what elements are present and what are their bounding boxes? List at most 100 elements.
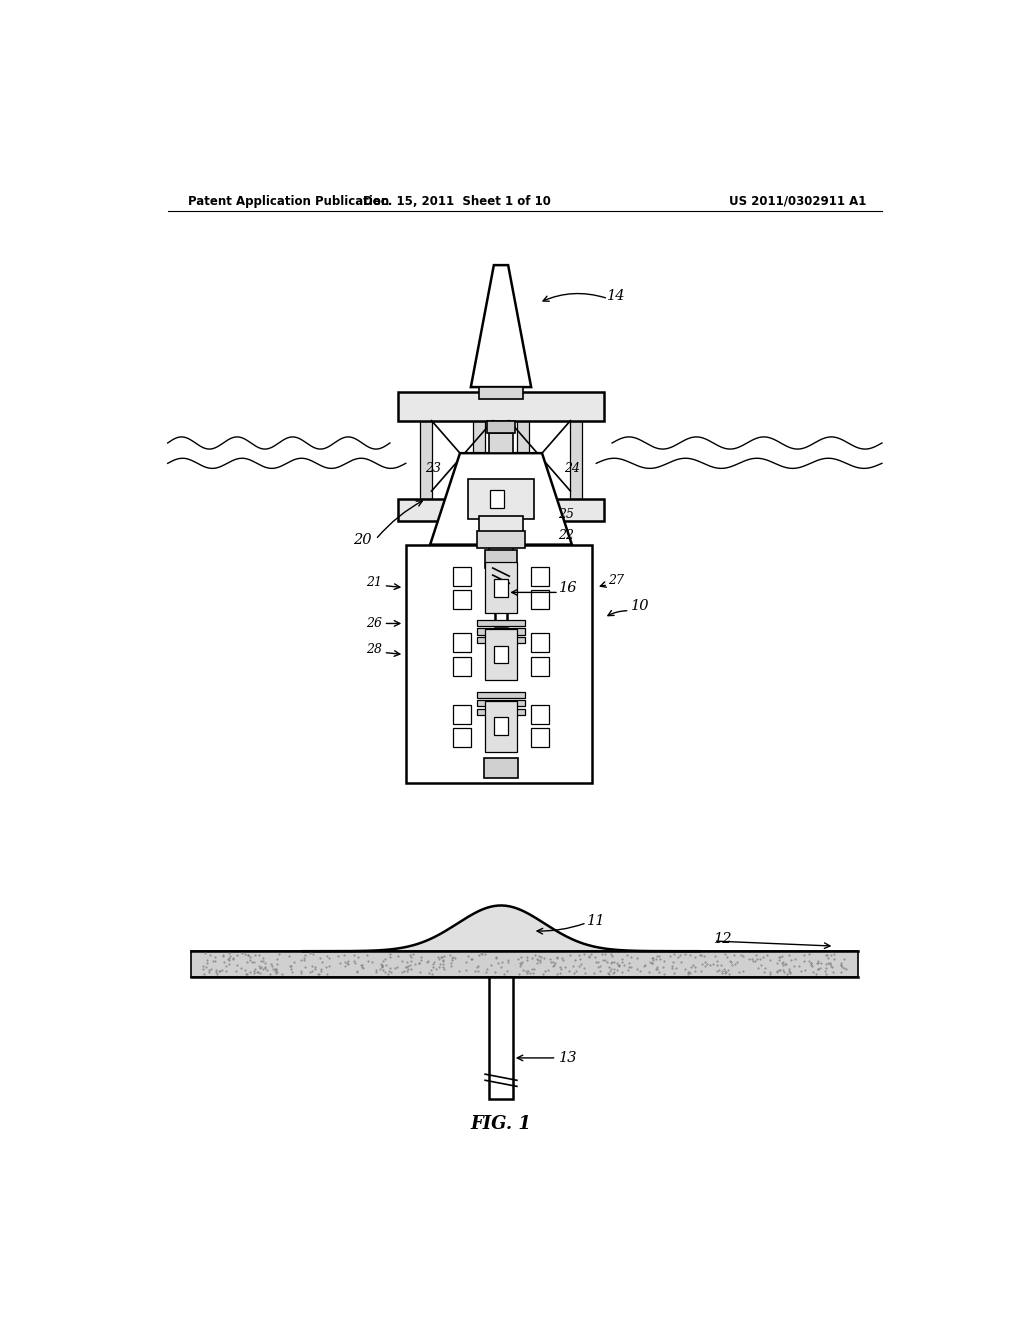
Point bbox=[759, 944, 775, 965]
Point bbox=[776, 961, 793, 982]
Text: Dec. 15, 2011  Sheet 1 of 10: Dec. 15, 2011 Sheet 1 of 10 bbox=[364, 194, 551, 207]
Point bbox=[312, 958, 329, 979]
Point bbox=[487, 946, 504, 968]
Bar bbox=[473, 421, 484, 499]
Point bbox=[377, 961, 393, 982]
Point bbox=[597, 949, 613, 970]
Point bbox=[655, 950, 672, 972]
Point bbox=[495, 952, 511, 973]
Point bbox=[199, 953, 215, 974]
Point bbox=[528, 948, 545, 969]
Point bbox=[269, 953, 286, 974]
Point bbox=[662, 945, 678, 966]
Bar bbox=[406, 545, 592, 784]
Point bbox=[723, 952, 739, 973]
Point bbox=[717, 962, 733, 983]
Point bbox=[451, 961, 467, 982]
Point bbox=[463, 949, 479, 970]
Point bbox=[714, 954, 730, 975]
Bar bbox=[454, 656, 471, 676]
Bar bbox=[495, 521, 507, 626]
Point bbox=[238, 964, 254, 985]
Point bbox=[774, 945, 791, 966]
Bar bbox=[454, 590, 471, 609]
Point bbox=[706, 953, 722, 974]
Point bbox=[526, 958, 543, 979]
Point bbox=[666, 952, 682, 973]
Point bbox=[389, 946, 406, 968]
Point bbox=[796, 945, 812, 966]
Bar bbox=[494, 717, 508, 735]
Point bbox=[610, 954, 627, 975]
Point bbox=[368, 961, 384, 982]
Point bbox=[570, 956, 587, 977]
Point bbox=[198, 942, 214, 964]
Text: FIG. 1: FIG. 1 bbox=[471, 1115, 531, 1133]
Point bbox=[531, 945, 548, 966]
Bar bbox=[477, 620, 524, 626]
Point bbox=[497, 964, 513, 985]
Point bbox=[727, 953, 743, 974]
Point bbox=[310, 964, 327, 985]
Point bbox=[772, 960, 788, 981]
Point bbox=[411, 953, 427, 974]
Point bbox=[575, 958, 592, 979]
Point bbox=[377, 949, 393, 970]
Point bbox=[208, 960, 224, 981]
Point bbox=[332, 952, 348, 973]
Point bbox=[304, 960, 321, 981]
Point bbox=[615, 954, 632, 975]
Point bbox=[781, 945, 798, 966]
Point bbox=[195, 958, 211, 979]
Point bbox=[523, 958, 540, 979]
Point bbox=[269, 961, 286, 982]
Point bbox=[246, 952, 262, 973]
Point bbox=[823, 956, 840, 977]
Point bbox=[352, 954, 369, 975]
Point bbox=[677, 958, 693, 979]
Point bbox=[720, 960, 736, 981]
Point bbox=[820, 953, 837, 974]
Point bbox=[267, 958, 284, 979]
Point bbox=[546, 954, 562, 975]
Bar bbox=[191, 952, 858, 977]
Point bbox=[293, 962, 309, 983]
Point bbox=[836, 957, 852, 978]
Point bbox=[753, 954, 769, 975]
Point bbox=[543, 948, 559, 969]
Point bbox=[674, 952, 690, 973]
Point bbox=[769, 961, 785, 982]
Point bbox=[196, 964, 212, 985]
Point bbox=[472, 942, 488, 964]
Point bbox=[350, 946, 367, 968]
Point bbox=[215, 952, 231, 973]
Text: 12: 12 bbox=[714, 932, 732, 946]
Point bbox=[775, 952, 792, 973]
Bar bbox=[397, 392, 604, 421]
Point bbox=[428, 958, 444, 979]
Point bbox=[412, 961, 428, 982]
Point bbox=[768, 961, 784, 982]
Point bbox=[293, 949, 309, 970]
Point bbox=[783, 949, 800, 970]
Point bbox=[605, 958, 622, 979]
Point bbox=[611, 956, 628, 977]
Point bbox=[419, 950, 435, 972]
Point bbox=[555, 950, 571, 972]
Point bbox=[824, 961, 841, 982]
Point bbox=[810, 953, 826, 974]
Point bbox=[694, 953, 711, 974]
Point bbox=[780, 958, 797, 979]
Point bbox=[469, 961, 485, 982]
Point bbox=[714, 962, 730, 983]
Bar bbox=[486, 421, 515, 433]
Point bbox=[255, 948, 271, 969]
Point bbox=[809, 952, 825, 973]
Point bbox=[571, 949, 588, 970]
Point bbox=[769, 953, 785, 974]
Point bbox=[644, 948, 660, 969]
Point bbox=[603, 952, 620, 973]
Point bbox=[401, 954, 418, 975]
Point bbox=[833, 954, 849, 975]
Point bbox=[402, 950, 419, 972]
